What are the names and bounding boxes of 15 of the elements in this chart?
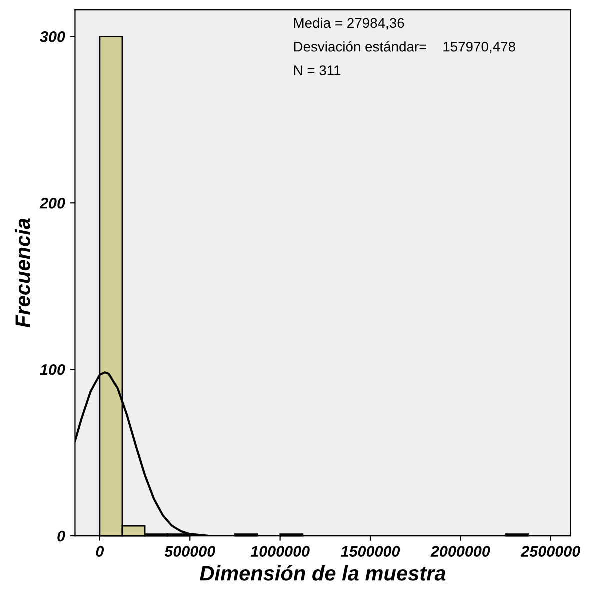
y-tick-label: 0 — [58, 530, 66, 542]
y-tick-label: 300 — [40, 32, 66, 42]
annotation: Desviación estándar= 157970,478 — [294, 41, 516, 54]
x-axis-title: Dimensión de la muestra — [200, 565, 446, 581]
x-tick-label: 0 — [96, 546, 104, 557]
x-tick-label: 2000000 — [430, 546, 490, 557]
annotation: N = 311 — [294, 66, 341, 76]
x-tick-label: 2500000 — [520, 546, 580, 557]
x-tick-label: 500000 — [164, 546, 216, 557]
x-tick-label: 1000000 — [250, 546, 310, 557]
annotation: Media = 27984,36 — [294, 18, 404, 30]
x-tick-label: 1500000 — [341, 546, 400, 557]
y-tick-label: 100 — [40, 364, 66, 376]
y-axis-title: Frecuencia — [15, 218, 30, 328]
y-tick-label: 200 — [40, 198, 66, 209]
